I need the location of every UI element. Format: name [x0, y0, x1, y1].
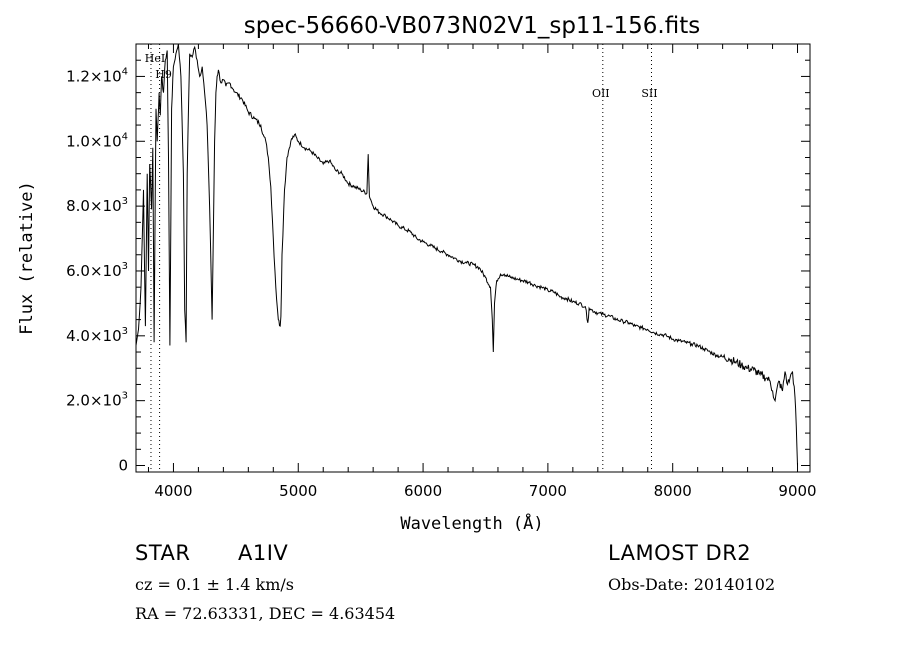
- survey-name: LAMOST DR2: [608, 541, 752, 565]
- line-marker-label: OII: [592, 87, 610, 100]
- chart-title: spec-56660-VB073N02V1_sp11-156.fits: [244, 13, 700, 39]
- x-tick-label: 5000: [279, 482, 317, 500]
- x-tick-label: 8000: [654, 482, 692, 500]
- observation-date: Obs-Date: 20140102: [608, 575, 776, 594]
- plot-frame: [135, 43, 811, 473]
- y-tick-label: 0: [118, 457, 128, 475]
- coordinates: RA = 72.63331, DEC = 4.63454: [135, 604, 396, 623]
- x-tick-label: 9000: [778, 482, 816, 500]
- redshift-velocity: cz = 0.1 ± 1.4 km/s: [135, 575, 294, 594]
- object-type: STAR: [135, 541, 191, 565]
- spectral-class: A1IV: [238, 541, 289, 565]
- line-marker-label: SII: [641, 87, 657, 100]
- spectrum-line: [136, 44, 798, 466]
- y-tick-label: 1.0×104: [66, 131, 128, 150]
- line-marker-label: HeI: [145, 52, 165, 65]
- x-axis-label: Wavelength (Å): [400, 512, 543, 534]
- y-tick-label: 1.2×104: [66, 66, 128, 85]
- x-tick-label: 6000: [404, 482, 442, 500]
- x-tick-label: 7000: [529, 482, 567, 500]
- y-tick-label: 2.0×103: [66, 391, 128, 410]
- y-tick-label: 8.0×103: [66, 196, 128, 215]
- x-tick-label: 4000: [154, 482, 192, 500]
- y-axis-label: Flux (relative): [17, 181, 37, 335]
- line-marker-label: H9: [155, 68, 172, 81]
- y-tick-label: 4.0×103: [66, 326, 128, 345]
- y-tick-label: 6.0×103: [66, 261, 128, 280]
